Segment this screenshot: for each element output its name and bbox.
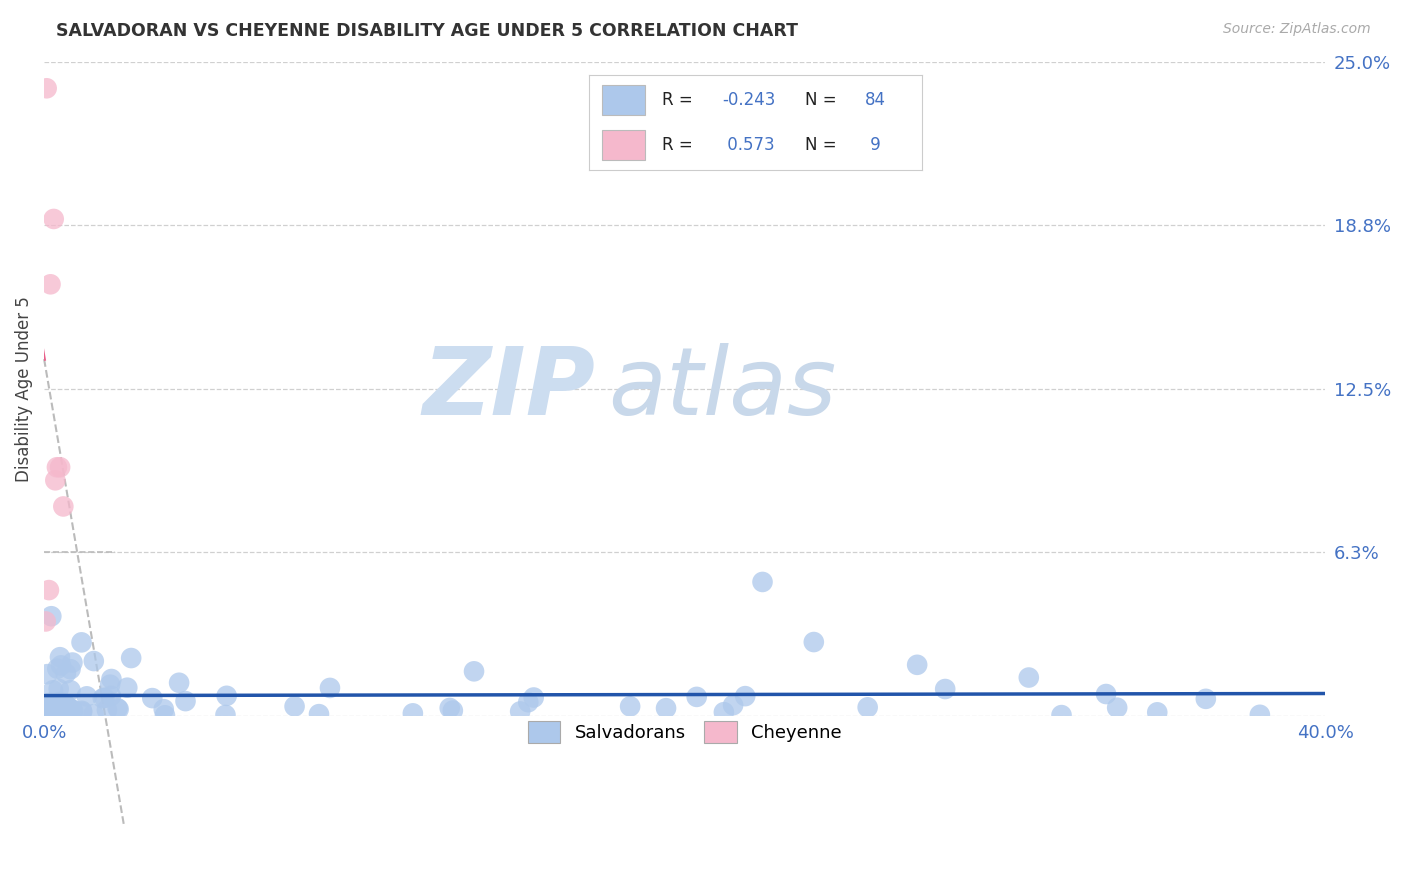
Y-axis label: Disability Age Under 5: Disability Age Under 5 <box>15 296 32 482</box>
Point <box>98 678 121 692</box>
Point <box>35 81 58 95</box>
Text: ZIP: ZIP <box>422 343 595 434</box>
Text: atlas: atlas <box>607 343 837 434</box>
Point <box>308 707 330 722</box>
Point <box>41 609 63 624</box>
Point <box>42 701 65 715</box>
Point <box>686 690 709 704</box>
Point <box>39 277 62 292</box>
Point <box>51 706 73 721</box>
Text: Source: ZipAtlas.com: Source: ZipAtlas.com <box>1223 22 1371 37</box>
Point <box>713 705 735 719</box>
Point <box>1249 707 1271 722</box>
Point <box>37 702 59 716</box>
Point <box>439 701 461 715</box>
Point <box>51 706 73 721</box>
Point <box>42 211 65 226</box>
Point <box>83 654 105 668</box>
Point <box>82 707 104 722</box>
Point <box>46 662 69 676</box>
Point <box>284 699 307 714</box>
Point <box>1146 706 1168 720</box>
Point <box>55 666 77 681</box>
Point <box>319 681 342 695</box>
Point <box>45 460 67 475</box>
Point <box>523 690 546 705</box>
Point <box>856 700 879 714</box>
Point <box>751 574 773 589</box>
Point <box>803 635 825 649</box>
Point <box>441 704 464 718</box>
Point <box>37 697 59 711</box>
Point <box>721 698 744 713</box>
Point <box>152 702 174 716</box>
Point <box>60 702 83 716</box>
Point <box>734 689 756 703</box>
Point <box>1095 687 1118 701</box>
Point <box>52 701 75 715</box>
Point <box>100 689 122 703</box>
Point <box>38 696 60 710</box>
Point <box>402 706 425 721</box>
Point <box>934 681 956 696</box>
Point <box>905 657 928 672</box>
Point <box>1018 671 1040 685</box>
Point <box>509 705 531 719</box>
Point <box>91 691 114 706</box>
Point <box>62 704 84 718</box>
Point <box>35 615 58 629</box>
Point <box>141 691 163 706</box>
Point <box>93 690 115 705</box>
Point <box>37 708 59 723</box>
Point <box>37 707 59 722</box>
Point <box>215 689 238 703</box>
Point <box>48 695 70 709</box>
Point <box>59 662 82 676</box>
Point <box>52 500 75 514</box>
Point <box>107 701 129 715</box>
Point <box>619 699 641 714</box>
Point <box>153 708 176 723</box>
Point <box>167 675 190 690</box>
Point <box>1050 708 1073 723</box>
Point <box>58 706 80 721</box>
Point <box>174 694 197 708</box>
Point <box>120 651 142 665</box>
Point <box>96 703 118 717</box>
Point <box>70 705 93 719</box>
Point <box>55 698 77 713</box>
Point <box>117 681 139 695</box>
Point <box>49 702 72 716</box>
Point <box>463 665 485 679</box>
Point <box>39 708 62 723</box>
Point <box>1195 691 1218 706</box>
Point <box>41 697 63 711</box>
Point <box>70 704 93 718</box>
Text: SALVADORAN VS CHEYENNE DISABILITY AGE UNDER 5 CORRELATION CHART: SALVADORAN VS CHEYENNE DISABILITY AGE UN… <box>56 22 799 40</box>
Point <box>107 702 129 716</box>
Point <box>60 707 83 722</box>
Point <box>60 703 83 717</box>
Point <box>38 583 60 598</box>
Point <box>37 700 59 714</box>
Point <box>59 683 82 698</box>
Point <box>62 656 84 670</box>
Point <box>214 708 236 723</box>
Point <box>48 681 70 696</box>
Point <box>100 672 122 686</box>
Point <box>1107 700 1129 714</box>
Point <box>49 658 72 673</box>
Point <box>76 690 98 704</box>
Point <box>56 699 79 714</box>
Legend: Salvadorans, Cheyenne: Salvadorans, Cheyenne <box>519 712 851 752</box>
Point <box>655 701 678 715</box>
Point <box>70 635 93 649</box>
Point <box>37 667 59 681</box>
Point <box>49 650 72 665</box>
Point <box>517 695 540 709</box>
Point <box>53 698 76 713</box>
Point <box>42 683 65 698</box>
Point <box>44 473 66 487</box>
Point <box>49 460 72 475</box>
